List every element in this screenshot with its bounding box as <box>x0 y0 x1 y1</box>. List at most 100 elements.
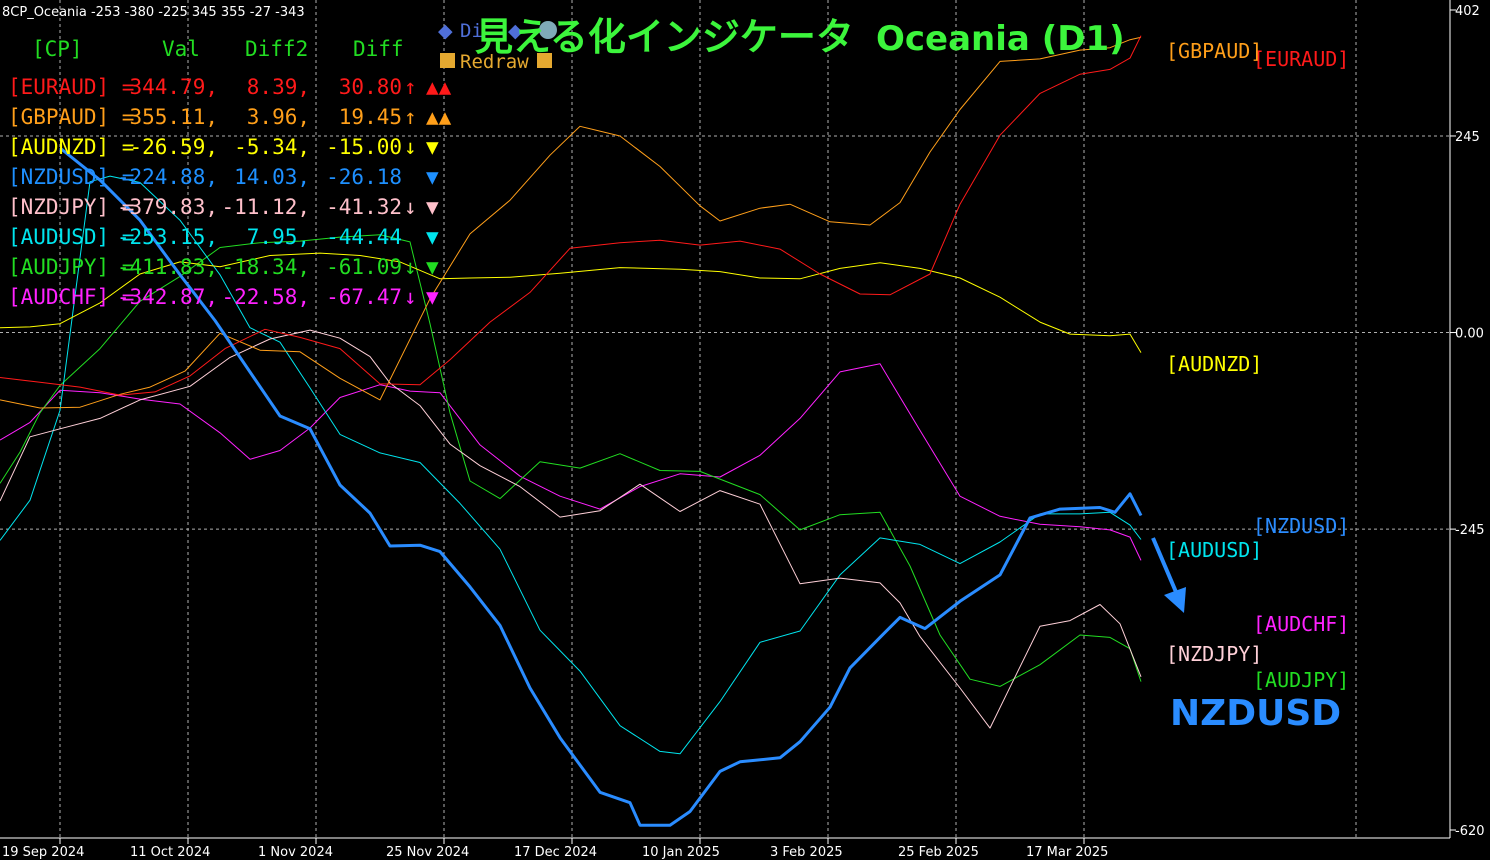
series-label-euraud: [EURAUD] <box>1253 47 1349 71</box>
row-val: -224.88, <box>117 165 218 189</box>
row-marks: ▲▲ <box>426 105 452 129</box>
x-axis-labels: 19 Sep 2024 11 Oct 2024 1 Nov 2024 25 Nov 2… <box>2 838 1108 860</box>
y-tick-label: -245 <box>1455 523 1485 538</box>
header-diff: Diff <box>353 37 404 61</box>
series-end-labels: [EURAUD][GBPAUD] [AUDNZD] [NZDUSD] [NZDJPY]… <box>1166 39 1349 692</box>
row-diff: -15.00 <box>326 135 402 159</box>
series-line-gbpaud <box>0 36 1142 409</box>
row-arrow: ↑ <box>404 105 417 129</box>
series-line-audjpy <box>0 234 1142 687</box>
series-line-audusd <box>0 175 1142 755</box>
row-diff2: -5.34, <box>234 135 310 159</box>
row-marks: ▼ <box>426 255 439 279</box>
page-title: 見える化インジケータ <box>475 15 854 59</box>
x-tick-label: 17 Dec 2024 <box>514 845 597 860</box>
di-button[interactable]: ◆ Di ◆ <box>438 20 557 42</box>
row-marks: ▼ <box>426 225 439 249</box>
series-label-nzdusd: [NZDUSD] <box>1253 514 1349 538</box>
x-tick-label: 11 Oct 2024 <box>130 845 210 860</box>
table-row: [NZDJPY] =-379.83, -11.12, -41.32 ↓ ▼ <box>8 195 439 219</box>
row-diff: -26.18 <box>326 165 402 189</box>
x-tick-label: 25 Feb 2025 <box>898 845 979 860</box>
row-diff2: 7.95, <box>247 225 310 249</box>
row-pair: [EURAUD] = <box>8 75 134 99</box>
row-diff2: 14.03, <box>234 165 310 189</box>
y-tick-label: 402 <box>1455 4 1480 19</box>
di-button-label: Di <box>460 20 483 42</box>
diamond-icon: ◆ <box>508 20 523 42</box>
trend-arrow-shaft <box>1151 537 1178 593</box>
series-line-nzdusd <box>59 146 1143 827</box>
highlight-label: NZDUSD <box>1170 693 1341 734</box>
table-row: [NZDUSD] =-224.88, 14.03, -26.18 ▼ <box>8 165 439 189</box>
row-val: -342.87, <box>117 285 218 309</box>
redraw-button-label: Redraw <box>460 51 529 73</box>
series-line-euraud <box>0 35 1142 396</box>
row-arrow: ↓ <box>404 255 417 279</box>
series-label-audusd: [AUDUSD] <box>1166 538 1262 562</box>
x-tick-label: 19 Sep 2024 <box>2 845 84 860</box>
table-rows: [EURAUD] = 344.79, 8.39, 30.80 ↑ ▲▲[GBPAUD] … <box>8 75 452 309</box>
table-row: [AUDCHF] =-342.87, -22.58, -67.47 ↓ ▼ <box>8 285 439 309</box>
row-pair: [NZDJPY] = <box>8 195 134 219</box>
row-pair: [NZDUSD] = <box>8 165 134 189</box>
y-tick-label: 245 <box>1455 130 1480 145</box>
row-marks: ▼ <box>426 165 439 189</box>
down-arrow-icon <box>1164 587 1186 613</box>
row-val: -379.83, <box>117 195 218 219</box>
row-pair: [AUDUSD] = <box>8 225 134 249</box>
row-diff2: -18.34, <box>221 255 310 279</box>
row-diff: 30.80 <box>339 75 402 99</box>
y-tick-label: 0.00 <box>1455 327 1484 342</box>
grid-lines <box>0 0 1450 838</box>
row-diff2: 8.39, <box>247 75 310 99</box>
header-cp: [CP] <box>32 37 83 61</box>
row-pair: [AUDNZD] = <box>8 135 134 159</box>
row-marks: ▼ <box>426 135 439 159</box>
table-row: [AUDJPY] =-411.83, -18.34, -61.09 ↓ ▼ <box>8 255 439 279</box>
table-header: [CP] Val Diff2 Diff <box>32 37 404 61</box>
row-diff2: -11.12, <box>221 195 310 219</box>
table-row: [GBPAUD] = 355.11, 3.96, 19.45 ↑ ▲▲ <box>8 105 452 129</box>
row-diff: -61.09 <box>326 255 402 279</box>
row-diff2: 3.96, <box>247 105 310 129</box>
table-row: [EURAUD] = 344.79, 8.39, 30.80 ↑ ▲▲ <box>8 75 452 99</box>
row-diff: -67.47 <box>326 285 402 309</box>
series-label-gbpaud: [GBPAUD] <box>1166 39 1262 63</box>
table-row: [AUDNZD] = -26.59, -5.34, -15.00 ↓ ▼ <box>8 135 439 159</box>
row-val: -253.15, <box>117 225 218 249</box>
row-marks: ▼ <box>426 285 439 309</box>
circle-icon <box>539 21 557 39</box>
square-icon <box>440 53 455 68</box>
header-diff2: Diff2 <box>245 37 308 61</box>
row-pair: [GBPAUD] = <box>8 105 134 129</box>
series-label-audjpy: [AUDJPY] <box>1253 668 1349 692</box>
row-val: 344.79, <box>129 75 218 99</box>
row-diff2: -22.58, <box>221 285 310 309</box>
x-tick-label: 25 Nov 2024 <box>386 845 469 860</box>
row-arrow: ↓ <box>404 195 417 219</box>
square-icon <box>537 53 552 68</box>
x-tick-label: 17 Mar 2025 <box>1026 845 1108 860</box>
row-marks: ▼ <box>426 195 439 219</box>
row-pair: [AUDCHF] = <box>8 285 134 309</box>
row-arrow: ↓ <box>404 135 417 159</box>
symbol-title: Oceania (D1) <box>876 19 1125 59</box>
series-label-audchf: [AUDCHF] <box>1253 612 1349 636</box>
row-val: -411.83, <box>117 255 218 279</box>
y-axis-labels: 402 245 0.00 -245 -620 <box>1450 4 1485 839</box>
diamond-icon: ◆ <box>438 20 453 42</box>
x-tick-label: 10 Jan 2025 <box>642 845 720 860</box>
series-label-audnzd: [AUDNZD] <box>1166 352 1262 376</box>
row-marks: ▲▲ <box>426 75 452 99</box>
row-diff: -41.32 <box>326 195 402 219</box>
row-pair: [AUDJPY] = <box>8 255 134 279</box>
series-label-nzdjpy: [NZDJPY] <box>1166 642 1262 666</box>
row-val: 355.11, <box>129 105 218 129</box>
redraw-button[interactable]: Redraw <box>440 51 552 73</box>
row-arrow: ↓ <box>404 285 417 309</box>
row-diff: 19.45 <box>339 105 402 129</box>
series-lines <box>0 35 1143 827</box>
